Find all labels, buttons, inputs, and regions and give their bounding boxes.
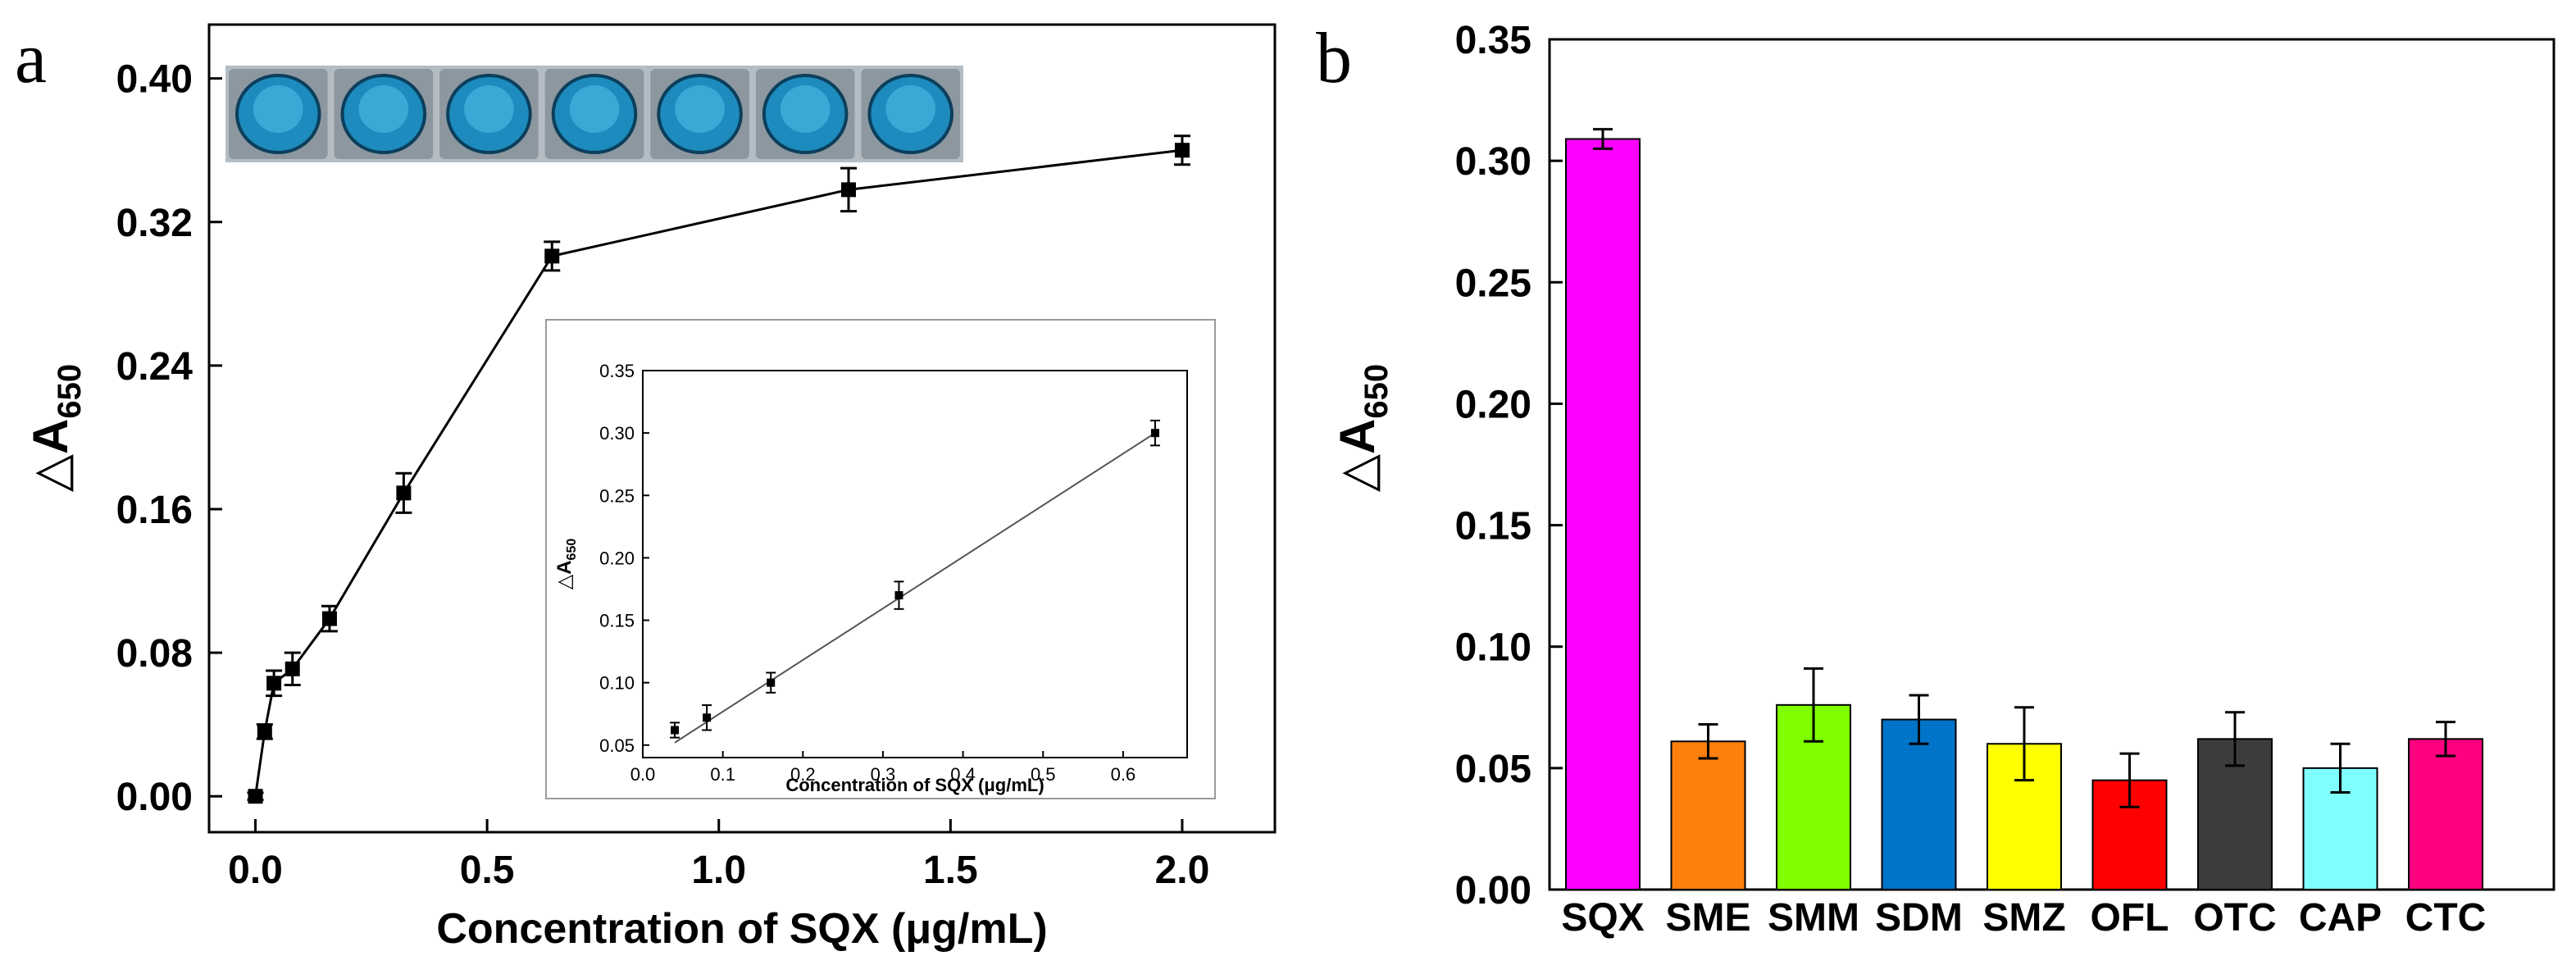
x-category-label: SMM xyxy=(1768,896,1859,940)
y-tick-label: 0.25 xyxy=(1455,262,1531,305)
data-point xyxy=(257,724,272,740)
x-tick-label: 1.0 xyxy=(691,849,746,892)
inset-data-point xyxy=(1150,429,1159,438)
panel-a-y-ticks: 0.00 0.08 0.16 0.24 0.32 0.40 xyxy=(116,58,222,819)
well-highlight xyxy=(358,85,409,133)
panel-a-plot-frame xyxy=(207,23,1277,834)
well-highlight xyxy=(253,85,303,133)
x-category-label: SQX xyxy=(1561,896,1644,940)
inset-data-point xyxy=(767,678,776,687)
well-plate-photo xyxy=(225,66,963,162)
x-category-label: OFL xyxy=(2091,896,2169,940)
inset-x-axis-title: Concentration of SQX (μg/mL) xyxy=(785,775,1044,795)
inset-y-tick-label: 0.30 xyxy=(599,423,635,444)
inset-y-axis-title: △A650 xyxy=(553,539,579,590)
well-highlight xyxy=(464,85,514,133)
inset-x-tick-label: 0.1 xyxy=(710,764,735,785)
inset-x-tick-label: 0.6 xyxy=(1111,764,1136,785)
inset-data-point xyxy=(703,713,712,722)
x-tick-label: 2.0 xyxy=(1155,849,1210,892)
y-tick-label: 0.32 xyxy=(116,202,193,245)
panel-a-y-axis-title-sub: 650 xyxy=(52,364,88,419)
data-point xyxy=(321,611,337,626)
panel-b-x-labels: SQX SME SMM SDM SMZ OFL OTC CAP CTC xyxy=(1561,896,2486,940)
x-tick-label: 0.5 xyxy=(460,849,515,892)
y-tick-label: 0.16 xyxy=(116,489,193,532)
inset-y-tick-label: 0.35 xyxy=(599,361,635,381)
x-category-label: SDM xyxy=(1875,896,1963,940)
y-tick-label: 0.20 xyxy=(1455,383,1531,426)
inset-series xyxy=(670,419,1160,744)
bar-sdm xyxy=(1881,718,1957,890)
data-point xyxy=(248,789,263,804)
inset-x-tick-label: 0.3 xyxy=(871,764,896,785)
panel-a-series xyxy=(247,134,1190,804)
inset-frame xyxy=(545,319,1216,799)
panel-a-label: a xyxy=(15,19,47,98)
y-tick-label: 0.00 xyxy=(116,776,193,819)
inset-y-tick-label: 0.20 xyxy=(599,548,635,568)
x-tick-label: 1.5 xyxy=(923,849,978,892)
panel-a-y-axis-title: △A650 xyxy=(23,364,88,492)
inset-plot-frame xyxy=(642,370,1188,758)
x-category-label: CAP xyxy=(2299,896,2382,940)
y-tick-label: 0.05 xyxy=(1455,748,1531,791)
y-tick-label: 0.40 xyxy=(116,58,193,102)
well-highlight xyxy=(569,85,620,133)
inset-x-tick-label: 0.5 xyxy=(1031,764,1056,785)
inset-data-point xyxy=(671,726,680,735)
x-category-label: SME xyxy=(1665,896,1750,940)
panel-b: b 0.00 0.05 0.10 0.15 0.20 0.25 0.30 0.35 SQX SM… xyxy=(1316,19,2556,940)
y-tick-label: 0.10 xyxy=(1455,626,1531,670)
inset-y-tick-label: 0.05 xyxy=(599,735,635,756)
inset-y-tick-label: 0.15 xyxy=(599,611,635,631)
y-tick-label: 0.35 xyxy=(1455,19,1531,62)
panel-b-y-axis-title-main: △A xyxy=(1330,419,1385,492)
well-highlight xyxy=(675,85,725,133)
data-point xyxy=(266,676,282,691)
data-point xyxy=(841,182,856,198)
panel-b-y-axis-title: △A650 xyxy=(1330,364,1395,492)
inset-x-tick-label: 0.0 xyxy=(630,764,656,785)
data-point xyxy=(396,485,412,501)
inset-y-tick-label: 0.10 xyxy=(599,673,635,694)
panel-a-x-ticks: 0.0 0.5 1.0 1.5 2.0 xyxy=(228,819,1209,892)
bar-sqx xyxy=(1565,138,1641,890)
y-tick-label: 0.24 xyxy=(116,345,193,389)
panel-b-bars xyxy=(1565,128,2483,891)
data-point xyxy=(284,661,300,676)
inset-x-tick-label: 0.2 xyxy=(790,764,816,785)
well-highlight xyxy=(780,85,831,133)
panel-b-y-axis-title-sub: 650 xyxy=(1359,364,1395,419)
x-category-label: OTC xyxy=(2193,896,2276,940)
inset-x-tick-label: 0.4 xyxy=(950,764,976,785)
panel-a: a 0.00 0.08 0.16 0.24 0.32 0.40 0.0 0.5 1.0 1.5 2… xyxy=(15,19,1277,953)
panel-a-inset: 0.050.100.150.200.250.300.35 0.0 0.1 0.2 0.… xyxy=(545,319,1216,799)
well-highlight xyxy=(885,85,935,133)
y-tick-label: 0.00 xyxy=(1455,869,1531,913)
y-tick-label: 0.15 xyxy=(1455,505,1531,549)
inset-data-point xyxy=(894,591,903,600)
inset-x-ticks: 0.0 0.1 0.2 0.3 0.4 0.5 0.6 xyxy=(630,751,1136,785)
y-tick-label: 0.08 xyxy=(116,632,193,676)
panel-a-x-axis-title: Concentration of SQX (μg/mL) xyxy=(436,905,1047,953)
x-category-label: CTC xyxy=(2405,896,2487,940)
data-point xyxy=(544,248,560,264)
panel-b-y-ticks: 0.00 0.05 0.10 0.15 0.20 0.25 0.30 0.35 xyxy=(1455,19,1563,913)
panel-b-label: b xyxy=(1316,19,1352,98)
inset-fit-line xyxy=(674,432,1156,744)
x-category-label: SMZ xyxy=(1982,896,2065,940)
bar-ctc xyxy=(2408,738,2483,890)
y-tick-label: 0.30 xyxy=(1455,140,1531,184)
panel-a-y-axis-title-main: △A xyxy=(23,419,78,492)
data-point xyxy=(1174,143,1190,158)
inset-y-ticks: 0.05 0.10 0.15 0.20 0.25 0.30 0.35 xyxy=(599,361,649,756)
bar-sme xyxy=(1670,740,1746,890)
x-tick-label: 0.0 xyxy=(228,849,283,892)
inset-y-tick-label: 0.25 xyxy=(599,485,635,506)
inset-y-axis-title-main: △A xyxy=(553,560,576,589)
inset-y-axis-title-sub: 650 xyxy=(565,539,579,561)
